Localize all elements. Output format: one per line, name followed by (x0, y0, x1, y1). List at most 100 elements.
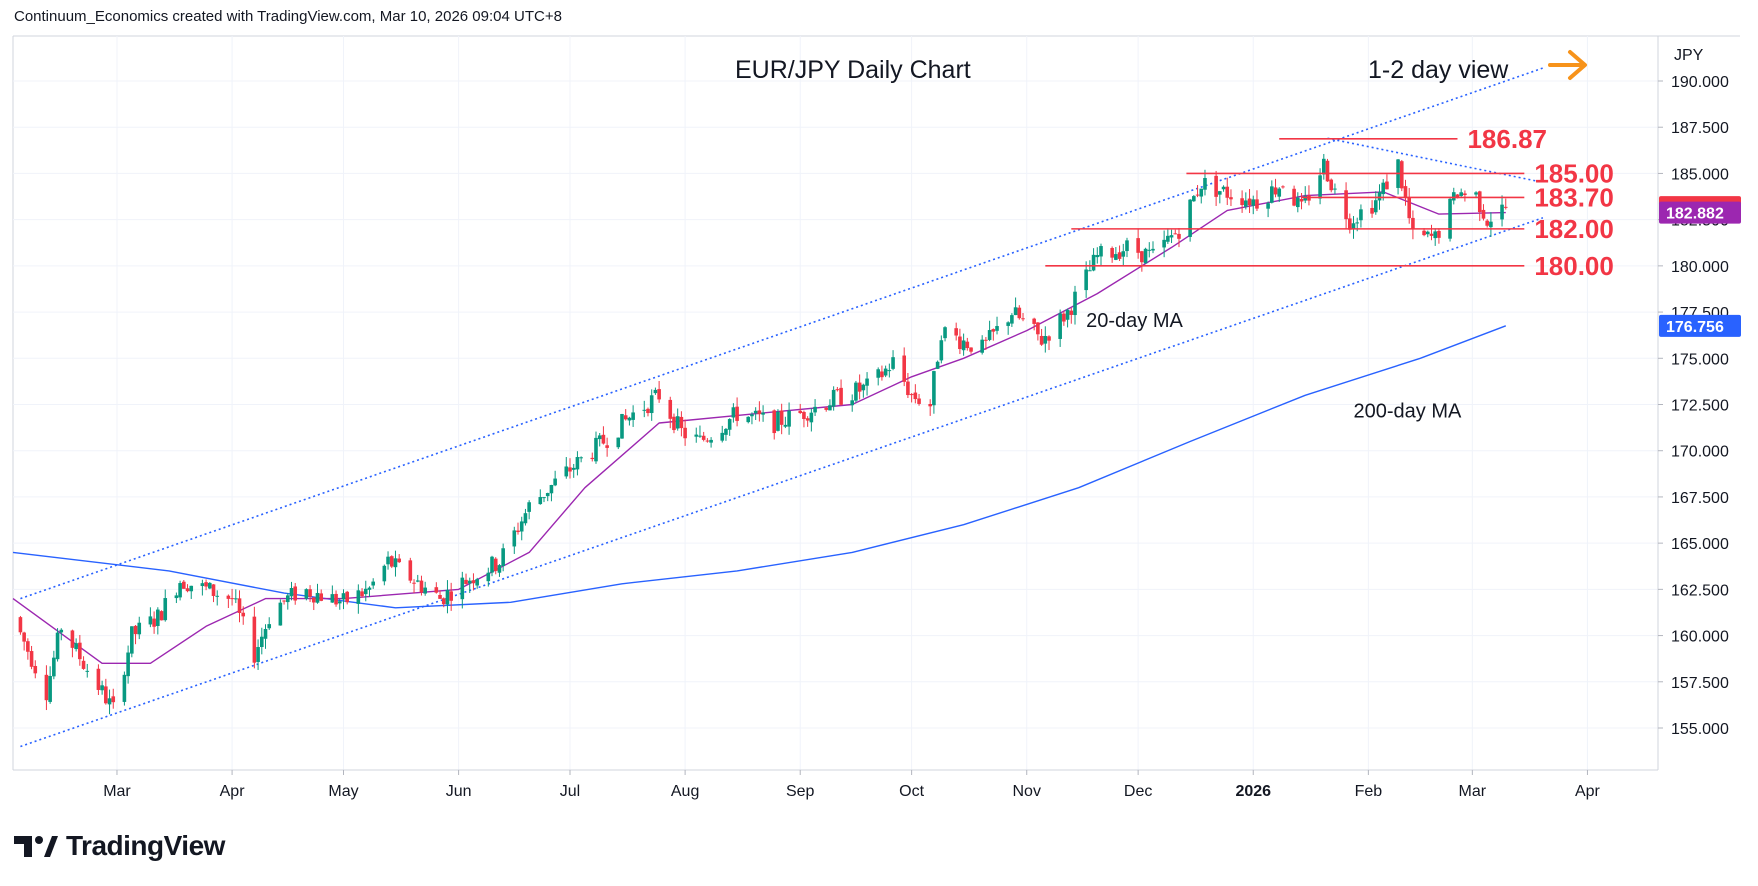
candle-body (52, 657, 56, 677)
y-tick-label: 167.500 (1671, 490, 1729, 507)
level-label: 182.00 (1534, 214, 1614, 244)
candle-body (1481, 209, 1486, 219)
candle-body (304, 589, 309, 599)
tradingview-logo-icon (14, 836, 58, 857)
candle-body (1359, 209, 1363, 221)
price-badge (1659, 201, 1741, 224)
candle-body (545, 493, 550, 497)
candle-body (278, 602, 283, 626)
candle-body (590, 457, 595, 460)
y-tick-label: 165.000 (1671, 536, 1729, 553)
candle-body (1429, 233, 1434, 236)
candle-body (1477, 191, 1482, 213)
candle-body (772, 410, 777, 434)
candle-body (1032, 318, 1036, 324)
candle-body (1125, 240, 1129, 252)
candle-body (831, 389, 836, 407)
candle-body (857, 382, 862, 392)
candle-body (943, 327, 947, 339)
candle-body (1270, 186, 1274, 203)
x-tick-label: Oct (899, 783, 924, 800)
arrow-right-icon (1548, 50, 1587, 80)
y-tick-label: 157.500 (1671, 675, 1729, 692)
candle-body (805, 418, 810, 421)
candle-body (705, 440, 710, 442)
candle-body (208, 582, 212, 589)
ma200-layer (12, 325, 1507, 609)
candle-body (1411, 217, 1415, 230)
candle-body (1203, 178, 1207, 190)
candle-body (293, 586, 298, 601)
candle-body (1143, 248, 1148, 264)
currency-label: JPY (1674, 47, 1704, 64)
candle-body (1058, 313, 1062, 339)
candle-body (698, 435, 702, 437)
candle-body (1377, 192, 1382, 201)
candle-body (1485, 220, 1489, 226)
candle-body (709, 439, 713, 443)
y-tick-label: 185.000 (1671, 166, 1729, 183)
candle-body (289, 587, 294, 597)
candle-body (891, 357, 895, 369)
candle-body (1084, 269, 1088, 291)
candle-body (1214, 175, 1218, 197)
candle-body (308, 589, 312, 597)
candle-body (683, 427, 687, 439)
candle-body (415, 580, 420, 582)
labels-layer: 20-day MA 200-day MA (1086, 310, 1462, 423)
x-tick-label: Dec (1124, 783, 1152, 800)
chart-grid (12, 35, 1740, 770)
candle-body (527, 502, 531, 512)
y-tick-label: 180.000 (1671, 259, 1729, 276)
candle-body (646, 408, 650, 414)
candle-body (185, 588, 190, 592)
candle-body (211, 584, 216, 596)
x-tick-label: Nov (1013, 783, 1041, 800)
candle-body (1373, 200, 1378, 213)
candle-body (107, 698, 112, 705)
candle-body (720, 432, 725, 441)
candle-body (449, 591, 453, 601)
x-tick-label: Apr (220, 783, 246, 800)
candle-body (252, 616, 257, 663)
candle-body (553, 478, 557, 486)
candle-body (906, 381, 910, 396)
chart-title: EUR/JPY Daily Chart (735, 56, 971, 84)
x-tick-label: Mar (1459, 783, 1487, 800)
candle-body (1140, 251, 1144, 263)
time-axis[interactable]: Mar Apr May Jun Jul Aug Sep Oct Nov Dec 2026 Feb Mar… (13, 769, 1658, 800)
candle-body (980, 339, 984, 353)
candle-body (44, 674, 49, 701)
tradingview-logo[interactable]: TradingView (14, 830, 225, 862)
candle-body (122, 674, 127, 702)
channel-line (20, 217, 1544, 748)
candle-body (783, 424, 788, 427)
price-axis[interactable]: 155.000 157.500 160.000 162.500 165.000 167.5… (1657, 36, 1741, 770)
candle-body (1069, 310, 1074, 315)
candle-body (675, 416, 680, 429)
candle-body (616, 437, 621, 448)
candle-body (1136, 238, 1140, 253)
candle-body (475, 579, 479, 586)
ma20-line (12, 191, 1506, 664)
candle-body (1010, 315, 1014, 324)
candle-body (649, 395, 654, 414)
candle-body (1169, 235, 1174, 238)
candle-body (1385, 181, 1389, 190)
candle-body (490, 556, 494, 573)
candle-body (1036, 322, 1040, 335)
candle-body (1240, 198, 1244, 206)
candle-body (241, 612, 246, 617)
candle-body (1251, 199, 1256, 206)
candle-body (1091, 254, 1096, 271)
candle-body (263, 628, 268, 639)
ma20-layer (12, 191, 1506, 664)
candle-body (1370, 207, 1374, 214)
candle-body (1017, 307, 1022, 319)
y-tick-label: 187.500 (1671, 120, 1729, 137)
candle-body (493, 558, 498, 571)
candle-body (70, 630, 75, 648)
candle-body (579, 457, 583, 459)
candle-body (285, 595, 290, 603)
